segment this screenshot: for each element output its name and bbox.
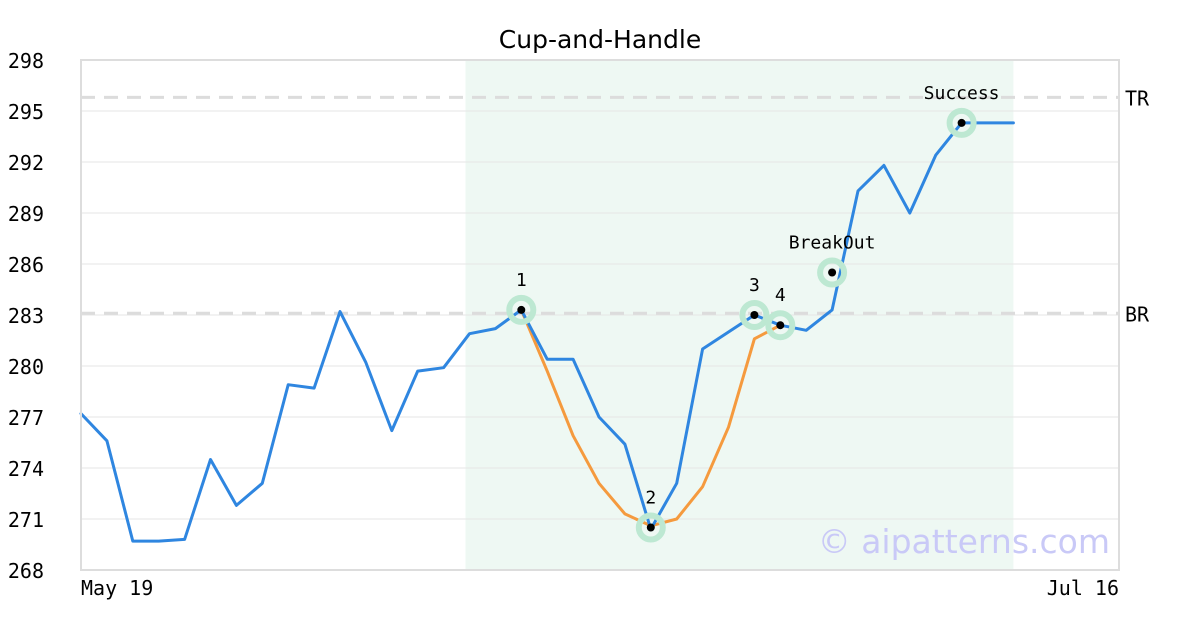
marker-dot (776, 321, 785, 330)
annotation-label: 1 (516, 270, 527, 291)
reference-label-br: BR (1125, 302, 1150, 326)
annotation-label: 4 (775, 285, 786, 306)
y-tick-label: 298 (8, 49, 44, 73)
marker-halo (817, 257, 848, 288)
price-series-line (79, 121, 1015, 543)
x-axis-ticks: May 19 Jul 16 (81, 576, 1119, 600)
y-tick-label: 268 (8, 559, 44, 583)
y-tick-label: 292 (8, 151, 44, 175)
annotation-label: 3 (749, 275, 760, 296)
marker-halo (765, 310, 796, 341)
marker-dot (750, 311, 759, 319)
y-tick-label: 274 (8, 457, 44, 481)
marker-dot (517, 305, 526, 314)
annotation-label: BreakOut (789, 233, 876, 254)
plot-frame (80, 59, 1120, 571)
x-tick-label-end: Jul 16 (1047, 576, 1119, 600)
y-tick-label: 271 (8, 508, 44, 532)
annotation-point-breakout: BreakOut (789, 233, 876, 288)
annotation-label: Success (924, 83, 1000, 104)
annotation-point-2: 2 (635, 488, 666, 543)
marker-dot (828, 268, 837, 277)
y-tick-label: 289 (8, 202, 44, 226)
marker-halo (506, 294, 537, 325)
reference-lines: TR BR (81, 86, 1150, 326)
annotation-point-success: Success (924, 83, 1000, 138)
y-tick-label: 286 (8, 253, 44, 277)
y-tick-label: 283 (8, 304, 44, 328)
annotation-point-1: 1 (506, 270, 537, 325)
x-tick-label-start: May 19 (81, 576, 153, 600)
marker-dot (646, 523, 655, 532)
annotation-markers: 1 2 3 4 BreakOut Success (506, 83, 1000, 543)
marker-dot (957, 118, 966, 127)
y-axis-ticks: 268 271 274 277 280 283 286 289 292 295 298 (8, 49, 44, 583)
marker-halo (946, 107, 977, 138)
annotation-point-4: 4 (765, 285, 796, 341)
reference-label-tr: TR (1125, 86, 1150, 110)
annotation-point-3: 3 (739, 275, 770, 330)
chart-title: Cup-and-Handle (499, 25, 701, 54)
y-tick-label: 295 (8, 100, 44, 124)
marker-halo (635, 512, 666, 543)
marker-halo (739, 300, 770, 330)
y-tick-label: 280 (8, 355, 44, 379)
watermark: © aipatterns.com (818, 522, 1110, 561)
annotation-label: 2 (645, 488, 656, 509)
y-tick-label: 277 (8, 406, 44, 430)
